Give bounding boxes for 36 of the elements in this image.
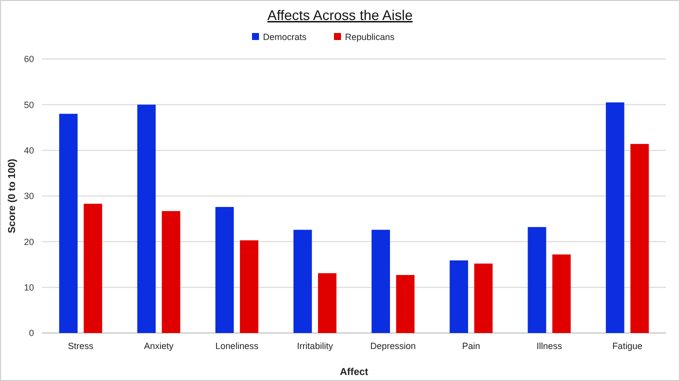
bar: [137, 104, 156, 333]
y-tick-label: 40: [24, 145, 34, 156]
bar: [372, 230, 390, 333]
x-tick-label: Stress: [68, 341, 94, 351]
bar: [59, 114, 78, 333]
bar: [528, 227, 546, 333]
bar: [84, 204, 102, 333]
y-tick-label: 60: [24, 54, 34, 64]
bar: [552, 254, 571, 333]
bar: [396, 275, 415, 333]
bar: [318, 273, 336, 333]
x-tick-label: Fatigue: [612, 341, 642, 351]
bar: [630, 144, 649, 333]
y-axis-title: Score (0 to 100): [7, 158, 18, 234]
y-tick-label: 10: [24, 282, 34, 292]
y-tick-label: 20: [24, 236, 34, 247]
bar: [450, 260, 468, 333]
x-tick-label: Depression: [370, 341, 416, 351]
bar: [215, 206, 234, 333]
x-axis-title: Affect: [340, 367, 369, 378]
x-tick-label: Irritability: [296, 341, 334, 351]
chart-title: Affects Across the Aisle: [267, 7, 413, 23]
bar: [474, 264, 493, 333]
y-tick-label: 50: [24, 100, 34, 110]
x-tick-label: Illness: [536, 341, 562, 351]
bar: [293, 230, 312, 333]
y-tick-label: 30: [24, 191, 34, 202]
bar: [606, 102, 624, 333]
x-tick-label: Pain: [462, 341, 480, 351]
x-tick-label: Loneliness: [215, 341, 259, 351]
x-tick-label: Anxiety: [144, 341, 174, 351]
legend-label: Democrats: [263, 32, 308, 42]
legend-label: Republicans: [345, 32, 396, 42]
y-tick-label: 0: [28, 328, 34, 338]
bar: [162, 211, 180, 333]
bar: [240, 240, 258, 333]
